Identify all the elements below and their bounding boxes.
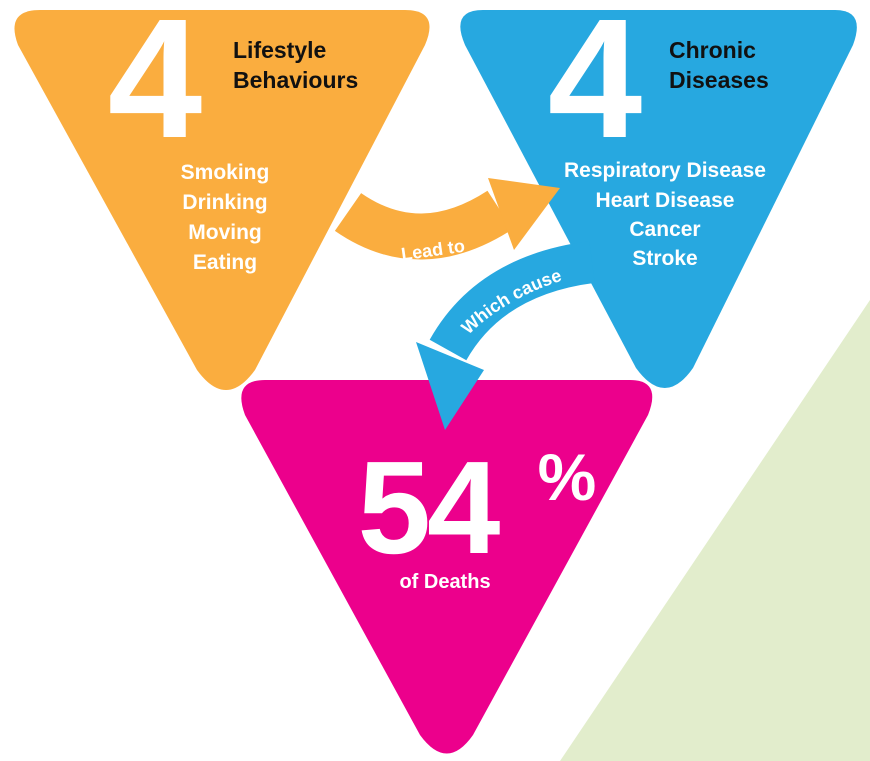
deaths-number: 54	[358, 434, 500, 581]
lifestyle-title-line2: Behaviours	[233, 67, 358, 93]
lifestyle-item: Smoking	[181, 161, 270, 184]
lifestyle-triangle	[14, 10, 430, 390]
deaths-triangle	[241, 380, 653, 754]
lifestyle-item: Moving	[188, 221, 262, 244]
lifestyle-title-line1: Lifestyle	[233, 37, 326, 63]
diseases-title-line2: Diseases	[669, 67, 769, 93]
deaths-percent: %	[538, 440, 597, 514]
diseases-count: 4	[548, 0, 643, 174]
disease-item: Respiratory Disease	[564, 159, 766, 182]
disease-item: Stroke	[632, 247, 697, 270]
deaths-caption: of Deaths	[399, 571, 490, 593]
lifestyle-count: 4	[108, 0, 203, 174]
which-cause-arrow	[416, 241, 595, 430]
lifestyle-item: Eating	[193, 251, 257, 274]
lifestyle-item: Drinking	[182, 191, 267, 214]
green-background-panel	[560, 300, 870, 761]
lead-to-arrow	[334, 178, 560, 260]
disease-item: Cancer	[629, 218, 700, 241]
disease-item: Heart Disease	[596, 189, 735, 212]
diseases-title-line1: Chronic	[669, 37, 756, 63]
diseases-triangle	[460, 10, 857, 388]
